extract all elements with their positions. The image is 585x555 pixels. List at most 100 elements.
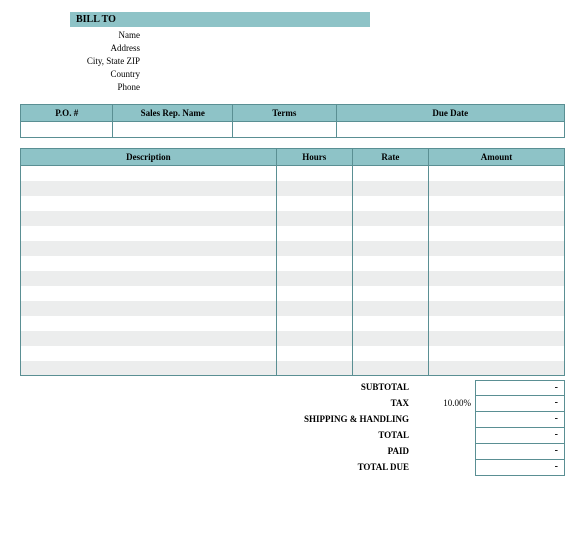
table-row — [21, 301, 565, 316]
line-cell[interactable] — [21, 181, 277, 196]
bill-to-header: BILL TO — [70, 12, 370, 27]
table-row — [21, 241, 565, 256]
line-cell[interactable] — [276, 211, 352, 226]
line-cell[interactable] — [276, 331, 352, 346]
lines-header-description: Description — [21, 149, 277, 166]
totals-label: TOTAL — [20, 428, 415, 444]
line-cell[interactable] — [276, 196, 352, 211]
table-row — [21, 331, 565, 346]
lines-header-rate: Rate — [352, 149, 428, 166]
po-duedate-cell[interactable] — [336, 122, 565, 138]
line-cell[interactable] — [352, 361, 428, 376]
line-cell[interactable] — [352, 196, 428, 211]
bill-to-city-label: City, State ZIP — [70, 55, 140, 68]
line-cell[interactable] — [21, 301, 277, 316]
bill-to-fields: Name Address City, State ZIP Country Pho… — [70, 29, 565, 94]
bill-to-phone-label: Phone — [70, 81, 140, 94]
line-cell[interactable] — [276, 241, 352, 256]
line-cell[interactable] — [352, 316, 428, 331]
line-cell[interactable] — [352, 166, 428, 181]
line-cell[interactable] — [428, 331, 564, 346]
table-row — [21, 211, 565, 226]
line-cell[interactable] — [21, 346, 277, 361]
table-row — [21, 271, 565, 286]
po-table: P.O. # Sales Rep. Name Terms Due Date — [20, 104, 565, 138]
line-cell[interactable] — [276, 346, 352, 361]
line-cell[interactable] — [21, 166, 277, 181]
line-cell[interactable] — [352, 256, 428, 271]
line-cell[interactable] — [428, 196, 564, 211]
bill-to-country-label: Country — [70, 68, 140, 81]
po-header-number: P.O. # — [21, 105, 113, 122]
lines-table: Description Hours Rate Amount — [20, 148, 565, 376]
totals-extra: 10.00% — [415, 396, 475, 412]
line-cell[interactable] — [428, 226, 564, 241]
totals-row: TOTAL - — [20, 428, 565, 444]
totals-label: SUBTOTAL — [20, 380, 415, 396]
line-cell[interactable] — [21, 331, 277, 346]
line-cell[interactable] — [21, 211, 277, 226]
line-cell[interactable] — [21, 271, 277, 286]
line-cell[interactable] — [428, 166, 564, 181]
line-cell[interactable] — [428, 286, 564, 301]
table-row — [21, 181, 565, 196]
po-salesrep-cell[interactable] — [113, 122, 233, 138]
line-cell[interactable] — [276, 316, 352, 331]
line-cell[interactable] — [428, 361, 564, 376]
po-header-salesrep: Sales Rep. Name — [113, 105, 233, 122]
line-cell[interactable] — [428, 241, 564, 256]
line-cell[interactable] — [352, 331, 428, 346]
lines-header-hours: Hours — [276, 149, 352, 166]
line-cell[interactable] — [352, 346, 428, 361]
line-cell[interactable] — [21, 226, 277, 241]
line-cell[interactable] — [21, 286, 277, 301]
po-terms-cell[interactable] — [233, 122, 336, 138]
totals-label: TAX — [20, 396, 415, 412]
line-cell[interactable] — [21, 256, 277, 271]
line-cell[interactable] — [21, 196, 277, 211]
table-row — [21, 256, 565, 271]
line-cell[interactable] — [428, 346, 564, 361]
line-cell[interactable] — [352, 226, 428, 241]
table-row — [21, 346, 565, 361]
line-cell[interactable] — [276, 166, 352, 181]
totals-extra — [415, 380, 475, 396]
line-cell[interactable] — [428, 211, 564, 226]
bill-to-address-label: Address — [70, 42, 140, 55]
line-cell[interactable] — [352, 181, 428, 196]
line-cell[interactable] — [352, 271, 428, 286]
line-cell[interactable] — [276, 286, 352, 301]
line-cell[interactable] — [428, 301, 564, 316]
line-cell[interactable] — [428, 181, 564, 196]
line-cell[interactable] — [352, 241, 428, 256]
line-cell[interactable] — [21, 241, 277, 256]
line-cell[interactable] — [276, 271, 352, 286]
po-number-cell[interactable] — [21, 122, 113, 138]
totals-extra — [415, 428, 475, 444]
line-cell[interactable] — [352, 211, 428, 226]
po-input-row — [21, 122, 565, 138]
line-cell[interactable] — [276, 301, 352, 316]
line-cell[interactable] — [352, 286, 428, 301]
totals-value: - — [475, 428, 565, 444]
line-cell[interactable] — [276, 256, 352, 271]
line-cell[interactable] — [276, 181, 352, 196]
totals-label: TOTAL DUE — [20, 460, 415, 476]
line-cell[interactable] — [428, 256, 564, 271]
line-cell[interactable] — [428, 316, 564, 331]
table-row — [21, 316, 565, 331]
totals-value: - — [475, 460, 565, 476]
totals-extra — [415, 444, 475, 460]
line-cell[interactable] — [21, 316, 277, 331]
table-row — [21, 196, 565, 211]
line-cell[interactable] — [428, 271, 564, 286]
line-cell[interactable] — [276, 226, 352, 241]
line-cell[interactable] — [276, 361, 352, 376]
line-cell[interactable] — [352, 301, 428, 316]
bill-to-name-label: Name — [70, 29, 140, 42]
totals-label: PAID — [20, 444, 415, 460]
line-cell[interactable] — [21, 361, 277, 376]
totals-row: TAX10.00%- — [20, 396, 565, 412]
totals-extra — [415, 412, 475, 428]
table-row — [21, 226, 565, 241]
